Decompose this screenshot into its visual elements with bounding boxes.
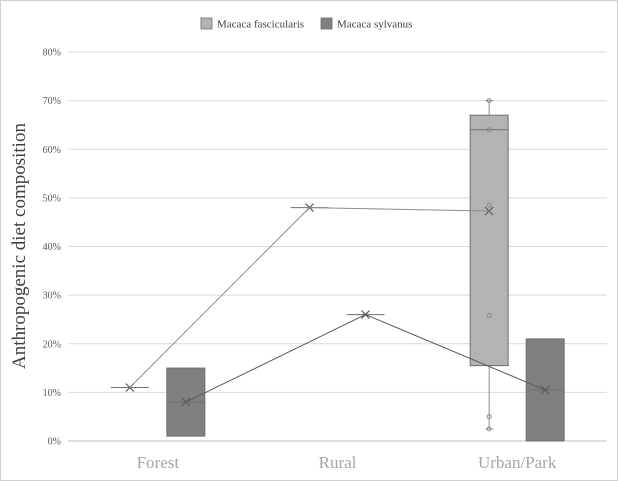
data-point <box>486 313 492 319</box>
data-point <box>486 127 492 133</box>
y-tick-label: 0% <box>48 437 61 448</box>
y-tick-label: 30% <box>43 291 61 302</box>
category-label: Rural <box>319 453 357 472</box>
x-axis-category-labels: Forest Rural Urban/Park <box>137 453 557 472</box>
data-point <box>486 414 492 420</box>
y-tick-label: 70% <box>43 96 61 107</box>
boxes <box>110 98 565 442</box>
data-point <box>486 202 492 208</box>
category-label: Forest <box>137 453 180 472</box>
data-point <box>486 426 492 432</box>
mean-marker <box>540 385 550 395</box>
legend-swatch <box>320 17 333 30</box>
mean-line-macaca-fascicularis <box>129 207 490 388</box>
mean-lines <box>129 207 546 403</box>
data-point <box>486 98 492 104</box>
y-tick-label: 40% <box>43 242 61 253</box>
legend: Macaca fascicularis Macaca sylvanus <box>200 17 412 31</box>
box-macaca-fascicularis <box>469 98 509 432</box>
y-tick-label: 10% <box>43 388 61 399</box>
box-macaca-sylvanus <box>166 367 206 437</box>
y-tick-label: 60% <box>43 145 61 156</box>
y-axis-tick-labels: 0% 10% 20% 30% 40% 50% 60% 70% 80% <box>43 48 61 448</box>
mean-line-macaca-sylvanus <box>185 314 546 403</box>
box-body <box>469 114 509 367</box>
legend-swatch <box>200 17 213 30</box>
mean-marker <box>181 397 191 407</box>
mean-marker <box>484 206 494 216</box>
y-tick-label: 50% <box>43 193 61 204</box>
y-axis-title: Anthropogenic diet composition <box>9 123 30 369</box>
y-tick-label: 20% <box>43 339 61 350</box>
legend-label: Macaca fascicularis <box>217 19 304 31</box>
category-label: Urban/Park <box>478 453 557 472</box>
grid-lines <box>68 51 607 442</box>
y-tick-label: 80% <box>43 48 61 59</box>
legend-label: Macaca sylvanus <box>337 19 412 31</box>
